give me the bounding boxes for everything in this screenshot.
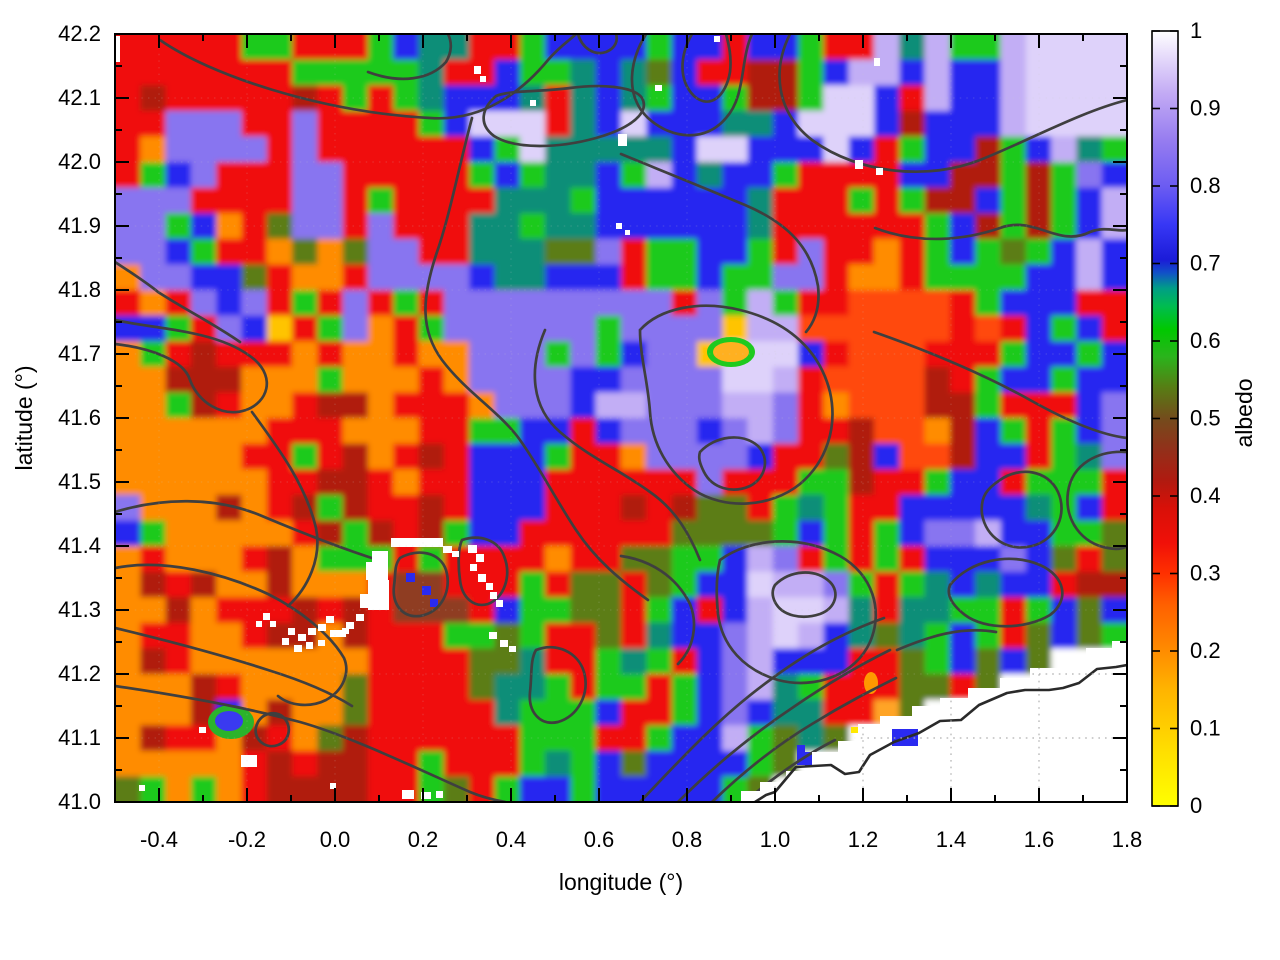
svg-text:albedo: albedo [1231, 378, 1257, 447]
svg-text:1: 1 [1190, 18, 1202, 43]
svg-text:41.9: 41.9 [58, 213, 101, 238]
svg-text:0.4: 0.4 [496, 827, 527, 852]
svg-text:latitude (°): latitude (°) [11, 365, 37, 470]
svg-text:0.4: 0.4 [1190, 483, 1221, 508]
svg-text:1.6: 1.6 [1024, 827, 1055, 852]
svg-text:0.1: 0.1 [1190, 716, 1221, 741]
svg-text:42.2: 42.2 [58, 21, 101, 46]
svg-text:1.2: 1.2 [848, 827, 879, 852]
svg-text:0.3: 0.3 [1190, 561, 1221, 586]
svg-text:1.4: 1.4 [936, 827, 967, 852]
svg-text:-0.4: -0.4 [140, 827, 178, 852]
svg-text:41.4: 41.4 [58, 533, 101, 558]
svg-text:41.1: 41.1 [58, 725, 101, 750]
svg-text:41.6: 41.6 [58, 405, 101, 430]
svg-text:0.6: 0.6 [1190, 328, 1221, 353]
svg-text:0.0: 0.0 [320, 827, 351, 852]
svg-text:41.3: 41.3 [58, 597, 101, 622]
svg-text:41.7: 41.7 [58, 341, 101, 366]
svg-text:0: 0 [1190, 793, 1202, 818]
svg-text:42.0: 42.0 [58, 149, 101, 174]
svg-text:41.0: 41.0 [58, 789, 101, 814]
svg-text:1.0: 1.0 [760, 827, 791, 852]
svg-text:longitude (°): longitude (°) [559, 869, 683, 895]
svg-text:-0.2: -0.2 [228, 827, 266, 852]
svg-text:0.9: 0.9 [1190, 96, 1221, 121]
svg-text:42.1: 42.1 [58, 85, 101, 110]
svg-text:41.2: 41.2 [58, 661, 101, 686]
svg-text:1.8: 1.8 [1112, 827, 1143, 852]
svg-text:0.8: 0.8 [672, 827, 703, 852]
svg-text:0.2: 0.2 [1190, 638, 1221, 663]
svg-text:41.8: 41.8 [58, 277, 101, 302]
svg-text:0.5: 0.5 [1190, 406, 1221, 431]
svg-text:0.2: 0.2 [408, 827, 439, 852]
svg-text:0.7: 0.7 [1190, 251, 1221, 276]
svg-text:0.8: 0.8 [1190, 173, 1221, 198]
svg-text:41.5: 41.5 [58, 469, 101, 494]
svg-text:0.6: 0.6 [584, 827, 615, 852]
